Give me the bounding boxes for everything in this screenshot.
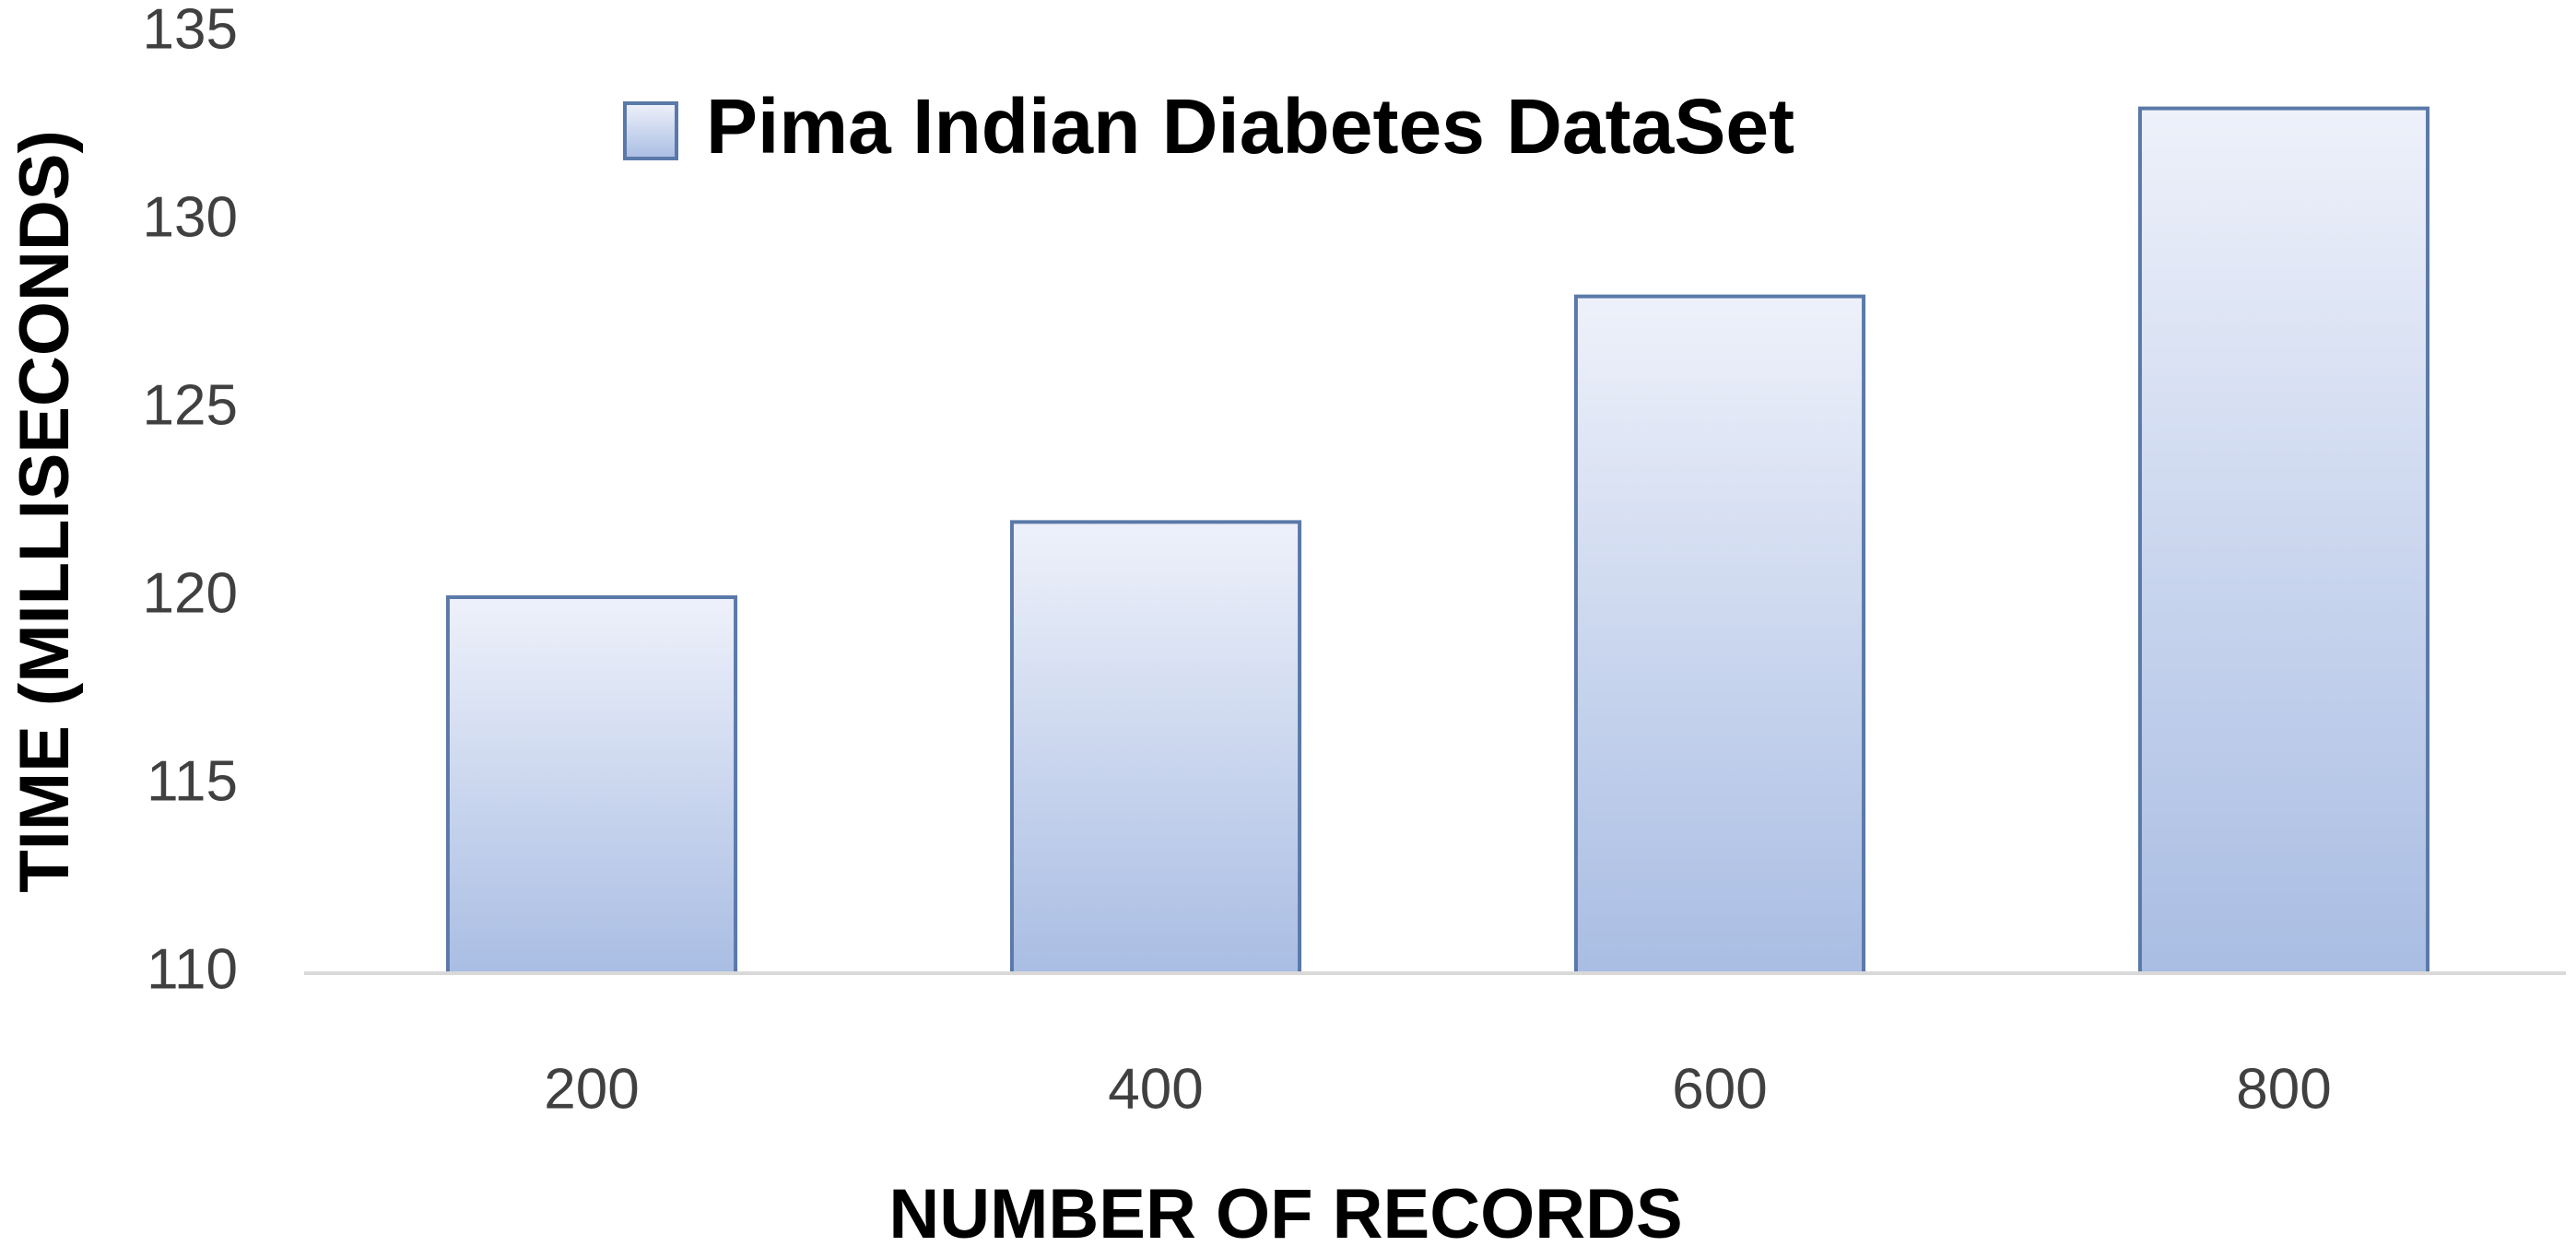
y-tick-label: 115	[147, 749, 238, 813]
y-tick-label: 120	[143, 561, 238, 625]
bar	[1009, 520, 1302, 976]
bar	[1573, 294, 1866, 976]
y-tick-label: 110	[147, 937, 238, 1001]
y-axis-title: TIME (MILLISECONDS)	[6, 130, 84, 893]
x-tick-label: 800	[2236, 1057, 2331, 1121]
y-tick-label: 135	[143, 0, 238, 61]
x-tick-label: 200	[544, 1057, 639, 1121]
legend-label: Pima Indian Diabetes DataSet	[706, 83, 1794, 170]
y-tick-label: 125	[143, 373, 238, 437]
bar	[445, 595, 738, 975]
legend-marker	[623, 101, 678, 160]
bar	[2137, 106, 2430, 976]
x-tick-label: 400	[1108, 1057, 1203, 1121]
y-tick-label: 130	[143, 185, 238, 249]
x-tick-label: 600	[1672, 1057, 1767, 1121]
x-axis-title: NUMBER OF RECORDS	[888, 1175, 1682, 1253]
